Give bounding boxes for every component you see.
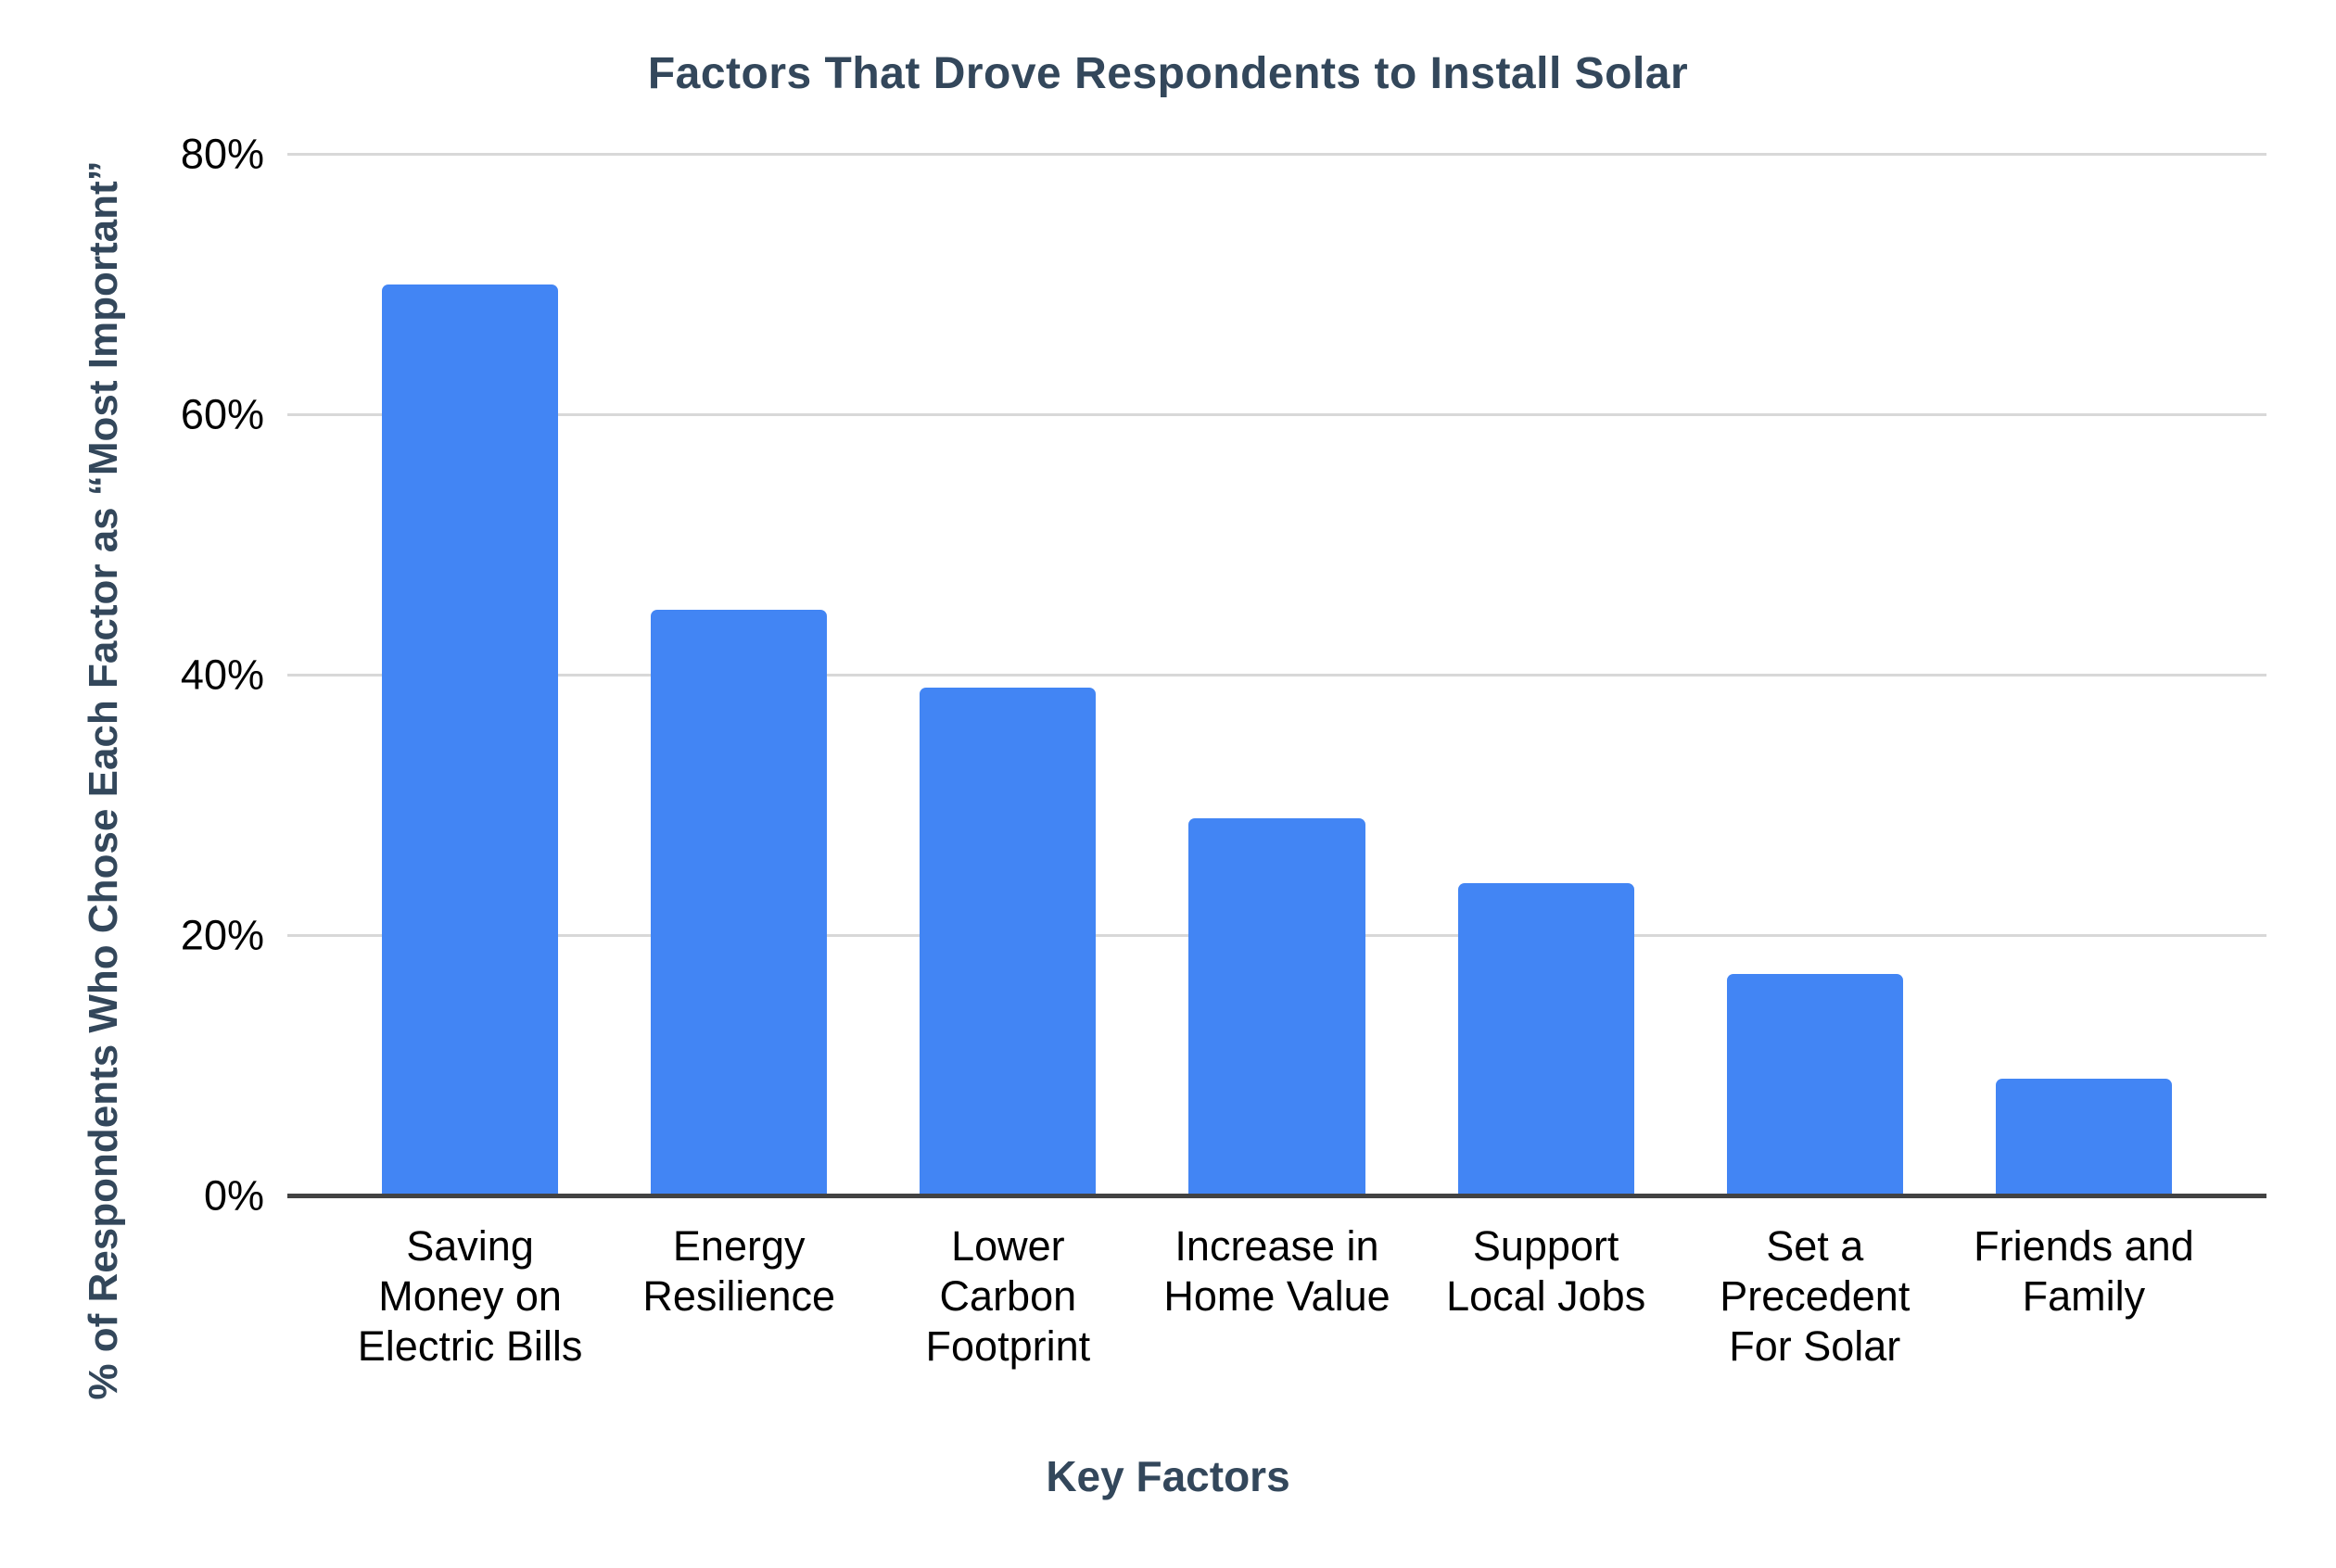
- x-axis-baseline: [287, 1193, 2266, 1198]
- category-label: Increase in Home Value: [1163, 1222, 1390, 1320]
- bar-slot: [336, 154, 604, 1195]
- y-tick-label-80: 80%: [180, 130, 264, 178]
- y-axis-tick-labels: 0% 20% 40% 60% 80%: [0, 133, 264, 1217]
- bars-row: [336, 154, 2218, 1195]
- gridline-80: [287, 152, 2266, 156]
- bar-slot: [1681, 154, 1949, 1195]
- x-axis-category-labels: Saving Money on Electric Bills Energy Res…: [336, 1221, 2218, 1372]
- category-label: Saving Money on Electric Bills: [357, 1222, 583, 1370]
- plot-area: [287, 152, 2266, 1198]
- chart-title: Factors That Drove Respondents to Instal…: [647, 49, 1689, 98]
- category-label: Set a Precedent For Solar: [1720, 1222, 1911, 1370]
- gridline-60: [287, 412, 2266, 416]
- bar-slot: [604, 154, 873, 1195]
- x-axis-title: Key Factors: [1046, 1452, 1290, 1500]
- category-label: Lower Carbon Footprint: [925, 1222, 1091, 1370]
- bar: [1726, 974, 1903, 1195]
- y-tick-label-20: 20%: [180, 911, 264, 959]
- bar: [651, 609, 828, 1195]
- gridline-40: [287, 673, 2266, 677]
- bar: [1457, 882, 1634, 1195]
- bar-slot: [1412, 154, 1681, 1195]
- bar-slot: [1142, 154, 1411, 1195]
- bar-slot: [873, 154, 1142, 1195]
- bar: [1188, 817, 1365, 1195]
- bar: [382, 284, 559, 1195]
- y-tick-label-0: 0%: [203, 1171, 264, 1220]
- bar-slot: [1949, 154, 2218, 1195]
- bar: [1995, 1078, 2172, 1195]
- category-label: Energy Resilience: [642, 1222, 836, 1320]
- category-label: Friends and Family: [1974, 1222, 2194, 1320]
- y-tick-label-60: 60%: [180, 390, 264, 438]
- category-label: Support Local Jobs: [1446, 1222, 1646, 1320]
- bar: [920, 688, 1097, 1195]
- y-tick-label-40: 40%: [180, 651, 264, 699]
